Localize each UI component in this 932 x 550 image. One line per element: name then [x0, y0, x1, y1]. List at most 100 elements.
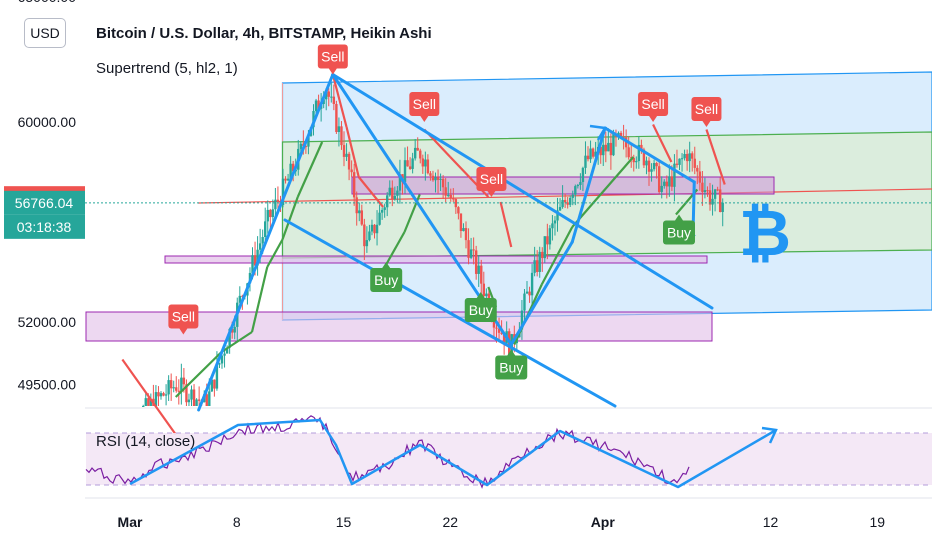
candle-body [447, 194, 450, 196]
candle-body [584, 155, 587, 168]
candle-body [299, 143, 302, 149]
candle-body [553, 220, 557, 224]
candle-body [495, 327, 498, 329]
candle-body [271, 209, 275, 218]
candle-body [556, 210, 559, 221]
candle-body [538, 251, 541, 272]
rsi-band [86, 433, 932, 485]
supertrend-segment [331, 74, 348, 128]
candle-body [220, 355, 224, 364]
candle-body [655, 163, 658, 167]
candle-body [586, 155, 590, 160]
candle-body [693, 158, 696, 168]
candle-body [335, 103, 338, 133]
candle-body [576, 184, 580, 187]
candle-body [398, 174, 402, 191]
candle-body [530, 272, 534, 296]
time-tick-label: 15 [336, 514, 352, 530]
time-tick-label: 22 [442, 514, 458, 530]
currency-button[interactable]: USD [24, 18, 66, 48]
sell-signal: Sell [409, 92, 440, 122]
candle-body [462, 228, 465, 232]
candle-body [241, 295, 244, 297]
sell-signal: Sell [168, 304, 199, 335]
candle-body [370, 224, 374, 232]
candle-body [441, 178, 445, 188]
trend-line [509, 240, 574, 346]
candle-body [144, 398, 147, 406]
candle-body [678, 158, 681, 165]
candle-body [383, 207, 386, 210]
supertrend-segment [250, 266, 269, 333]
candle-body [680, 158, 684, 160]
candle-body [543, 236, 546, 259]
candle-body [337, 126, 341, 133]
signal-pointer [649, 116, 658, 122]
candle-body [205, 394, 208, 406]
candle-body [281, 178, 285, 206]
candle-body [688, 153, 691, 162]
candle-body [502, 333, 506, 344]
candle-body [561, 199, 564, 208]
signal-label: Buy [667, 225, 691, 241]
price-badge-label: 56766.04 [15, 195, 74, 211]
candle-body [703, 190, 707, 193]
candle-body [642, 149, 646, 166]
sell-signal: Sell [317, 44, 348, 75]
candle-body [535, 260, 539, 272]
candle-body [541, 251, 544, 259]
supertrend-segment [540, 226, 574, 286]
candle-body [149, 398, 153, 406]
candle-body [459, 213, 463, 232]
candle-body [675, 163, 679, 165]
signal-pointer [179, 328, 188, 335]
candle-body [604, 144, 607, 152]
candle-body [159, 393, 163, 397]
signal-label: Sell [695, 101, 718, 117]
indicator-legend[interactable]: Supertrend (5, hl2, 1) [96, 60, 238, 77]
signal-box [370, 268, 403, 292]
candle-body [599, 146, 602, 156]
trend-line [331, 73, 714, 310]
candle-body [274, 199, 277, 210]
candle-body [640, 144, 643, 150]
candle-body [164, 394, 168, 396]
candle-body [551, 223, 554, 229]
supertrend-segment [345, 126, 360, 178]
candle-body [380, 209, 384, 213]
candle-body [652, 163, 656, 170]
price-badge [4, 214, 85, 239]
candle-body [413, 147, 417, 159]
candle-body [426, 159, 430, 174]
buy-signal: Buy [495, 349, 528, 380]
candle-body [637, 144, 641, 162]
supertrend-segment [121, 358, 177, 436]
signal-box [663, 220, 695, 245]
candle-body [378, 212, 381, 225]
candle-body [416, 147, 419, 151]
supertrend-segment [385, 231, 406, 266]
candle-body [350, 169, 353, 173]
candle-body [332, 96, 336, 104]
candle-body [706, 190, 709, 192]
candle-body [375, 224, 379, 234]
trend-line [197, 73, 335, 412]
signal-label: Sell [321, 49, 344, 65]
candle-body [464, 228, 468, 241]
candle-body [276, 199, 280, 202]
candle-body [304, 146, 308, 148]
candle-body [718, 189, 722, 213]
supertrend-segment [499, 201, 513, 248]
supertrend-segment [601, 156, 635, 193]
candle-body [360, 210, 363, 225]
sell-signal: Sell [691, 97, 722, 127]
signal-label: Buy [499, 360, 523, 376]
rsi-legend[interactable]: RSI (14, close) [96, 433, 196, 450]
candle-body [612, 133, 615, 156]
candle-body [314, 100, 318, 112]
candle-body [284, 178, 287, 181]
candle-body [213, 379, 216, 389]
candle-body [663, 181, 666, 186]
candle-body [307, 135, 310, 147]
